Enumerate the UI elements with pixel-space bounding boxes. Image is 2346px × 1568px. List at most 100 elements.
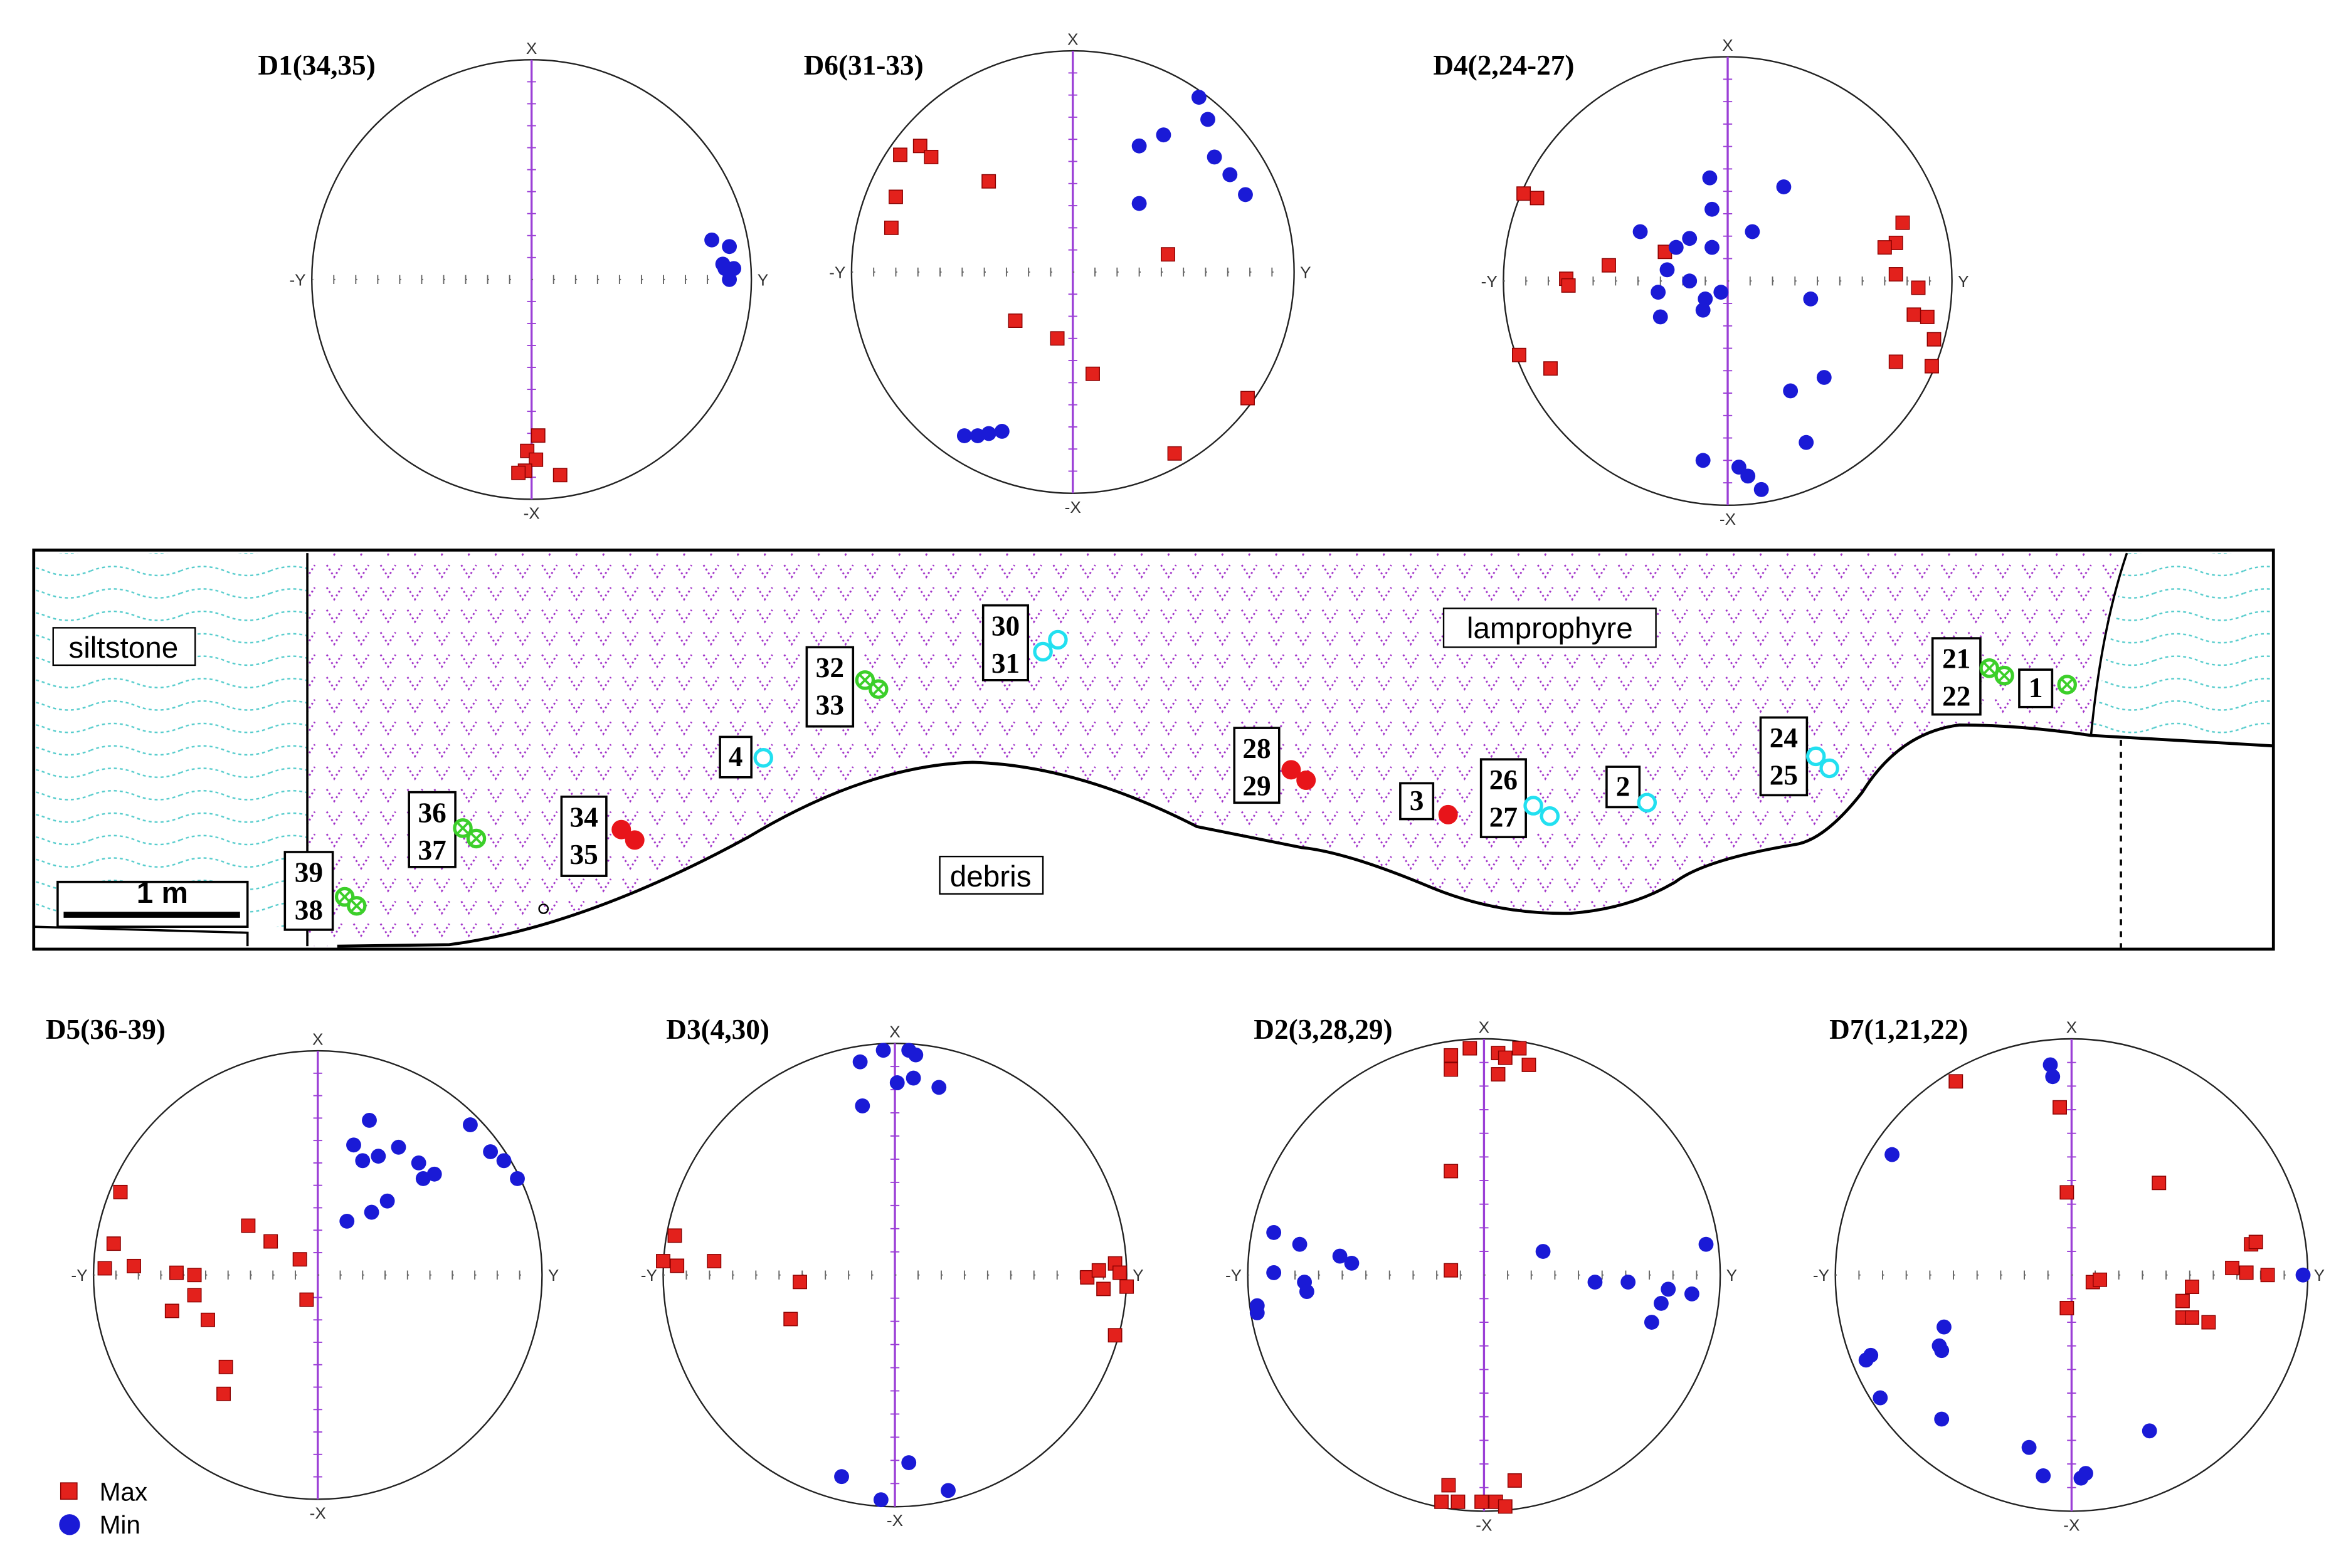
max-point bbox=[216, 1386, 231, 1401]
min-point bbox=[1207, 149, 1222, 165]
axis-label: -Y bbox=[829, 263, 845, 282]
stereonet-title: D3(4,30) bbox=[666, 1014, 769, 1045]
sample-label: 33 bbox=[816, 690, 844, 721]
max-point bbox=[924, 149, 939, 164]
max-point bbox=[1086, 366, 1100, 381]
max-point bbox=[2152, 1176, 2167, 1191]
max-point bbox=[1920, 310, 1935, 324]
sample-marker-cross bbox=[1998, 669, 2010, 682]
scale-box bbox=[56, 880, 249, 928]
sample-label: 4 bbox=[729, 741, 743, 772]
min-point bbox=[1684, 1286, 1699, 1302]
max-point bbox=[1450, 1494, 1466, 1509]
max-point bbox=[793, 1275, 807, 1290]
sample-box bbox=[560, 795, 608, 877]
max-point bbox=[1602, 258, 1616, 273]
axis-label: -Y bbox=[641, 1266, 657, 1285]
axis-label: -Y bbox=[289, 270, 305, 289]
min-point bbox=[1783, 383, 1799, 399]
sample-marker bbox=[611, 819, 631, 839]
debris-label: debris bbox=[950, 860, 1032, 893]
min-point bbox=[1652, 309, 1668, 325]
sample-label: 38 bbox=[295, 894, 323, 925]
max-point bbox=[670, 1258, 685, 1273]
max-point bbox=[241, 1218, 256, 1233]
legend-max: Max bbox=[100, 1478, 148, 1507]
min-point bbox=[1266, 1224, 1282, 1240]
sample-label: 26 bbox=[1489, 764, 1518, 796]
sample-box bbox=[981, 604, 1030, 681]
sample-marker-cross bbox=[351, 900, 363, 912]
axis-label: -Y bbox=[1813, 1266, 1829, 1285]
min-point bbox=[1858, 1352, 1874, 1368]
sample-label: 37 bbox=[418, 834, 446, 866]
max-point bbox=[1441, 1478, 1456, 1493]
max-point bbox=[218, 1359, 233, 1374]
sample-box bbox=[2018, 668, 2054, 708]
min-point bbox=[704, 232, 719, 248]
min-point bbox=[1292, 1236, 1308, 1252]
sample-box bbox=[1399, 782, 1435, 821]
sample-box bbox=[408, 791, 457, 868]
min-point bbox=[1344, 1255, 1360, 1271]
min-point bbox=[1695, 453, 1711, 468]
sample-marker bbox=[1296, 771, 1316, 791]
sample-label: 29 bbox=[1242, 770, 1271, 801]
min-point bbox=[994, 424, 1010, 439]
min-point bbox=[1668, 239, 1684, 255]
max-point bbox=[2185, 1280, 2199, 1294]
min-point bbox=[483, 1144, 499, 1159]
max-point bbox=[1561, 278, 1576, 293]
max-point bbox=[187, 1268, 202, 1283]
axis-label: X bbox=[2066, 1018, 2078, 1036]
max-point bbox=[1507, 1473, 1522, 1488]
min-point bbox=[1682, 231, 1698, 246]
min-point bbox=[889, 1075, 905, 1090]
min-point bbox=[391, 1139, 406, 1155]
max-point bbox=[1434, 1494, 1449, 1509]
sample-label: 27 bbox=[1489, 801, 1518, 833]
max-point bbox=[1926, 332, 1942, 347]
stereonet: D3(4,30) X -X -Y Y bbox=[641, 1014, 1144, 1530]
sample-marker bbox=[753, 748, 773, 768]
stereonet-title: D1(34,35) bbox=[258, 50, 375, 81]
sample-marker-cross bbox=[470, 832, 483, 845]
min-point bbox=[1659, 262, 1675, 278]
min-point bbox=[1332, 1248, 1348, 1264]
min-point bbox=[1713, 285, 1729, 300]
min-point bbox=[1740, 468, 1756, 484]
min-point bbox=[901, 1455, 917, 1470]
max-point bbox=[667, 1228, 682, 1243]
max-point bbox=[2059, 1300, 2074, 1315]
max-point bbox=[1462, 1041, 1477, 1056]
axis-label: -X bbox=[524, 503, 540, 522]
sample-marker bbox=[1540, 806, 1560, 826]
sample-marker bbox=[1438, 804, 1458, 824]
min-point bbox=[970, 428, 985, 443]
max-point bbox=[1888, 267, 1903, 282]
min-point bbox=[852, 1054, 868, 1070]
min-point bbox=[355, 1153, 371, 1169]
min-point bbox=[496, 1153, 512, 1169]
sample-label: 31 bbox=[991, 648, 1020, 679]
min-point bbox=[1937, 1319, 1952, 1335]
max-point bbox=[1906, 307, 1921, 322]
axis-label: X bbox=[889, 1023, 901, 1041]
sample-box bbox=[1931, 637, 1982, 716]
min-point bbox=[1753, 481, 1769, 497]
min-point bbox=[1654, 1295, 1669, 1311]
stereonet: D4(2,24-27) X -X -Y Y bbox=[1433, 36, 1968, 529]
max-point bbox=[106, 1236, 121, 1251]
max-point bbox=[1498, 1499, 1513, 1514]
min-point bbox=[1131, 138, 1147, 154]
min-point bbox=[981, 426, 996, 441]
axis-label: Y bbox=[1958, 272, 1969, 291]
min-point bbox=[339, 1213, 355, 1229]
stereonet: D1(34,35) X -X -Y Y bbox=[258, 39, 768, 522]
